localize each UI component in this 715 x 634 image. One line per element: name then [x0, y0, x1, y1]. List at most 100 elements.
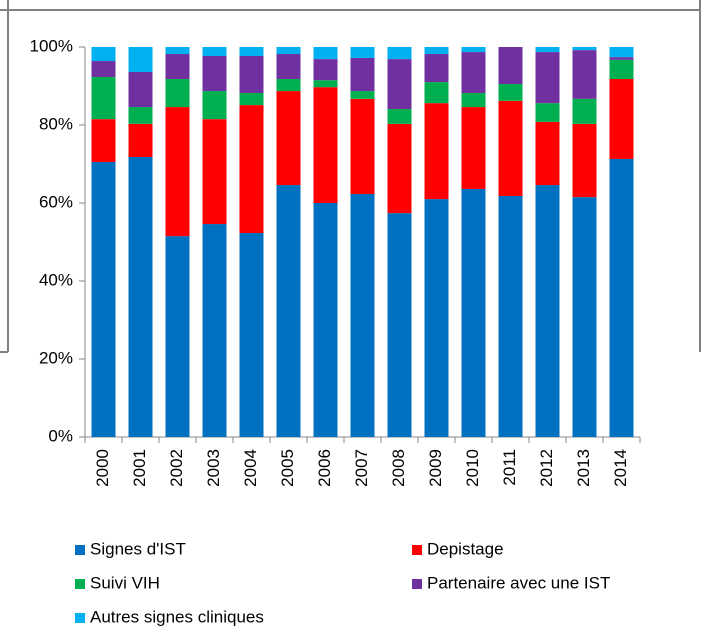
legend-label: Depistage [427, 539, 504, 558]
x-tick-label: 2007 [352, 449, 371, 487]
bar-segment [387, 59, 412, 110]
x-tick-label: 2003 [204, 449, 223, 487]
bar-segment [165, 107, 190, 237]
y-tick-label: 40% [39, 270, 73, 289]
legend-swatch [75, 613, 85, 623]
bar-segment [498, 100, 523, 196]
bar-segment [91, 61, 116, 78]
bar-segment [572, 123, 597, 198]
bar-segment [128, 47, 153, 72]
y-tick-label: 80% [39, 114, 73, 133]
bar-segment [350, 194, 375, 437]
bar-segment [239, 93, 264, 106]
legend-swatch [412, 545, 422, 555]
bar-segment [276, 91, 301, 186]
bar-segment [313, 59, 338, 81]
legend-swatch [75, 579, 85, 589]
bar-segment [461, 107, 486, 189]
bar-segment [609, 78, 634, 159]
x-tick-label: 2008 [389, 449, 408, 487]
bar-segment [128, 107, 153, 124]
x-tick-label: 2002 [167, 449, 186, 487]
bar-segment [313, 203, 338, 437]
legend-label: Partenaire avec une IST [427, 573, 610, 592]
bar-segment [498, 47, 523, 85]
bar-segment [313, 47, 338, 60]
bar-segment [276, 185, 301, 437]
x-tick-label: 2010 [463, 449, 482, 487]
bar-segment [461, 188, 486, 437]
x-tick-label: 2005 [278, 449, 297, 487]
bar-segment [165, 47, 190, 55]
bar-segment [350, 98, 375, 195]
bar-segment [535, 103, 560, 122]
bar-segment [424, 199, 449, 437]
bar-segment [498, 195, 523, 437]
x-tick-label: 2014 [611, 449, 630, 487]
legend-label: Suivi VIH [90, 573, 160, 592]
x-tick-label: 2009 [426, 449, 445, 487]
bar-segment [609, 158, 634, 437]
bar-segment [609, 47, 634, 58]
x-tick-label: 2001 [130, 449, 149, 487]
bar-segment [202, 119, 227, 225]
bar-segment [424, 103, 449, 200]
bar-segment [202, 55, 227, 92]
bar-segment [572, 197, 597, 437]
x-tick-label: 2000 [93, 449, 112, 487]
bar-segment [239, 233, 264, 437]
x-tick-label: 2006 [315, 449, 334, 487]
x-tick-label: 2011 [500, 449, 519, 486]
x-tick-label: 2012 [537, 449, 556, 487]
bar-segment [276, 47, 301, 55]
bar-segment [424, 47, 449, 55]
bar-segment [461, 47, 486, 53]
legend-label: Autres signes cliniques [90, 607, 264, 626]
bar-segment [535, 185, 560, 437]
y-tick-label: 60% [39, 192, 73, 211]
bar-segment [461, 52, 486, 94]
bar-segment [387, 123, 412, 214]
bar-segment [276, 54, 301, 79]
bar-segment [165, 236, 190, 437]
bar-segment [313, 87, 338, 203]
legend-swatch [412, 579, 422, 589]
bar-segment [424, 82, 449, 104]
legend-label: Signes d'IST [90, 539, 186, 558]
bar-segment [387, 47, 412, 60]
bar-segment [239, 55, 264, 94]
bar-segment [350, 47, 375, 58]
bar-segment [128, 123, 153, 157]
frame [0, 0, 701, 353]
bar-segment [165, 54, 190, 79]
bar-segment [609, 59, 634, 79]
bar-segment [91, 119, 116, 163]
bar-segment [350, 91, 375, 99]
bar-segment [128, 156, 153, 438]
bar-segment [609, 57, 634, 60]
bar-segment [91, 47, 116, 62]
bar-segment [276, 78, 301, 92]
bar-segment [572, 47, 597, 51]
x-tick-label: 2004 [241, 449, 260, 487]
bar-segment [91, 77, 116, 120]
y-tick-label: 100% [30, 36, 73, 55]
bar-segment [165, 78, 190, 108]
bar-segment [350, 57, 375, 92]
x-tick-label: 2013 [574, 449, 593, 487]
bar-segment [535, 52, 560, 104]
bar-segment [461, 93, 486, 108]
bar-segment [535, 47, 560, 53]
bar-segment [572, 50, 597, 99]
legend-swatch [75, 545, 85, 555]
bar-segment [313, 80, 338, 88]
y-tick-label: 0% [48, 426, 73, 445]
bar-segment [572, 98, 597, 124]
bar-segment [202, 91, 227, 120]
bar-segment [202, 224, 227, 437]
bar-segment [498, 84, 523, 101]
bar-segment [535, 121, 560, 186]
bar-segment [387, 213, 412, 437]
bar-segment [128, 71, 153, 108]
